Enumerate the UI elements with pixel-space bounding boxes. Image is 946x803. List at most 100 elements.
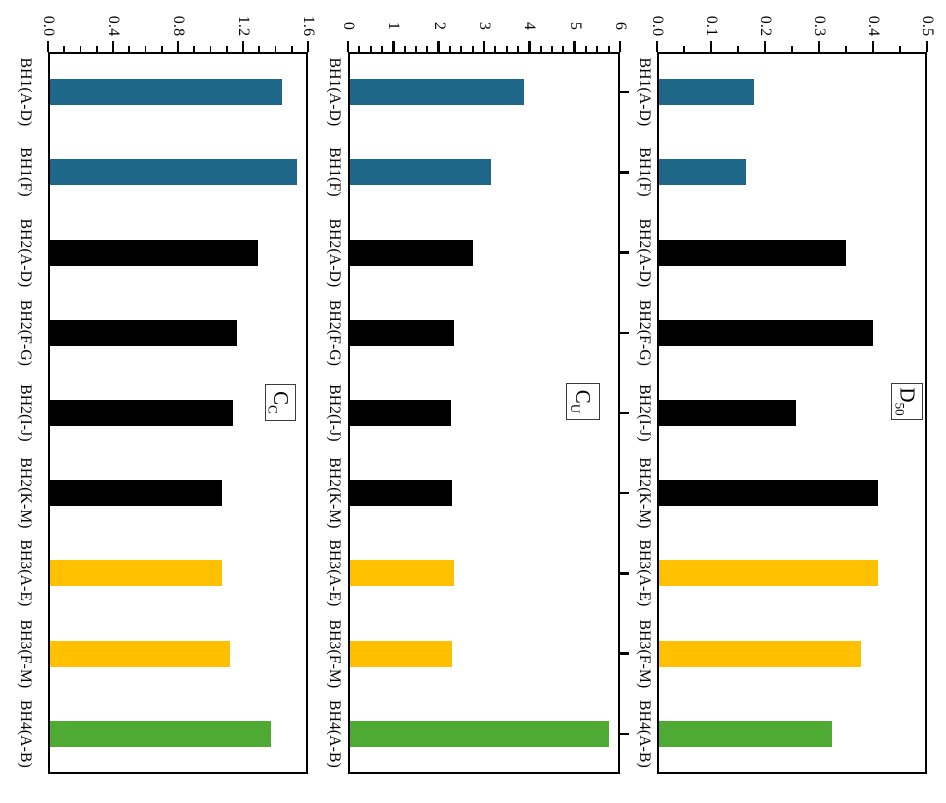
bar-bh1-f: [349, 159, 491, 186]
tick-label: 3: [476, 21, 493, 31]
major-tick: [392, 41, 395, 52]
minor-tick: [505, 46, 508, 52]
tick-label: 0.4: [105, 15, 122, 37]
axis-title-cc: CC: [265, 384, 296, 421]
bar-bh4-a-b: [658, 720, 832, 747]
category-label: BH2(A-D): [635, 218, 653, 287]
major-tick: [655, 41, 659, 52]
minor-tick: [193, 46, 196, 52]
axis-title-main: D: [895, 387, 920, 403]
category-label: BH2(K-M): [635, 457, 653, 529]
category-label: BH2(A-D): [16, 218, 34, 287]
minor-tick: [95, 46, 98, 52]
category-tick: [620, 732, 629, 736]
minor-tick: [63, 46, 66, 52]
major-tick: [176, 41, 180, 52]
category-tick: [620, 331, 629, 335]
minor-tick: [381, 46, 383, 52]
axis-title-text: CU: [568, 389, 596, 413]
minor-tick: [683, 46, 685, 52]
minor-tick: [369, 46, 372, 52]
axis-title-main: C: [571, 389, 596, 404]
category-label: BH1(A-D): [325, 57, 343, 127]
category-label: BH3(A-E): [635, 539, 653, 607]
category-tick: [620, 171, 629, 174]
category-label: BH4(A-B): [325, 699, 343, 768]
major-tick: [573, 41, 576, 52]
minor-tick: [225, 46, 228, 52]
bar-bh4-a-b: [49, 720, 271, 747]
major-tick: [482, 41, 486, 52]
minor-tick: [517, 46, 519, 52]
minor-tick: [209, 46, 212, 52]
minor-tick: [845, 46, 847, 52]
minor-tick: [494, 46, 497, 52]
category-label: BH1(A-D): [16, 57, 34, 127]
bar-bh2-k-m: [49, 480, 222, 507]
category-label: BH2(I-J): [325, 384, 343, 442]
category-tick: [620, 572, 629, 575]
tick-label: 0: [340, 21, 357, 31]
tick-label: 0.0: [40, 15, 57, 37]
major-tick: [241, 41, 245, 52]
bar-bh1-f: [658, 159, 747, 186]
axis-title-text: CC: [266, 391, 293, 414]
category-label: BH3(A-E): [325, 539, 343, 607]
minor-tick: [596, 46, 599, 52]
major-tick: [346, 41, 350, 52]
tick-label: 1.2: [235, 15, 252, 37]
category-label: BH2(K-M): [325, 457, 343, 529]
bar-bh2-a-d: [658, 239, 846, 266]
bar-bh1-a-d: [49, 79, 282, 106]
tick-label: 0.8: [170, 15, 187, 37]
category-label: BH2(F-G): [325, 299, 343, 366]
minor-tick: [128, 46, 131, 52]
category-label: BH1(F): [16, 147, 34, 198]
major-tick: [437, 41, 440, 52]
category-label: BH1(F): [325, 147, 343, 198]
minor-tick: [539, 46, 542, 52]
major-tick: [925, 41, 929, 52]
axis-title-sub: U: [568, 403, 584, 414]
tick-label: 0.4: [865, 15, 882, 37]
axis-title-d50: D50: [891, 383, 923, 420]
minor-tick: [449, 46, 451, 52]
axis-title-cu: CU: [566, 383, 600, 420]
tick-label: 0.1: [703, 15, 720, 37]
bar-bh2-f-g: [658, 319, 873, 346]
tick-label: 6: [612, 21, 629, 31]
plot-frame: [48, 52, 308, 774]
minor-tick: [415, 46, 417, 52]
major-tick: [528, 41, 531, 52]
bar-bh2-k-m: [658, 480, 879, 507]
minor-tick: [160, 46, 163, 52]
minor-tick: [585, 46, 587, 52]
tick-label: 0.5: [919, 15, 936, 37]
category-label: BH2(F-G): [635, 299, 653, 366]
bar-bh3-f-m: [49, 640, 230, 667]
bar-bh3-a-e: [49, 560, 222, 587]
category-label: BH2(I-J): [16, 384, 34, 442]
minor-tick: [562, 46, 565, 52]
bar-bh1-a-d: [349, 79, 524, 106]
category-label: BH4(A-B): [635, 699, 653, 768]
bar-bh2-a-d: [349, 239, 473, 266]
bar-bh2-a-d: [49, 239, 258, 266]
bar-bh2-i-j: [49, 400, 234, 426]
tick-label: 0.3: [811, 15, 828, 37]
minor-tick: [551, 46, 553, 52]
category-label: BH2(A-D): [325, 218, 343, 287]
axis-title-sub: 50: [892, 402, 908, 416]
tick-label: 1.6: [300, 15, 317, 37]
minor-tick: [460, 46, 463, 52]
category-tick: [620, 411, 629, 415]
category-label: BH2(F-G): [16, 299, 34, 366]
minor-tick: [607, 46, 610, 52]
bar-bh2-i-j: [658, 400, 796, 426]
bar-bh2-f-g: [349, 319, 454, 346]
category-label: BH2(K-M): [16, 457, 34, 529]
minor-tick: [274, 46, 277, 52]
category-label: BH3(A-E): [16, 539, 34, 607]
tick-label: 5: [566, 21, 584, 31]
